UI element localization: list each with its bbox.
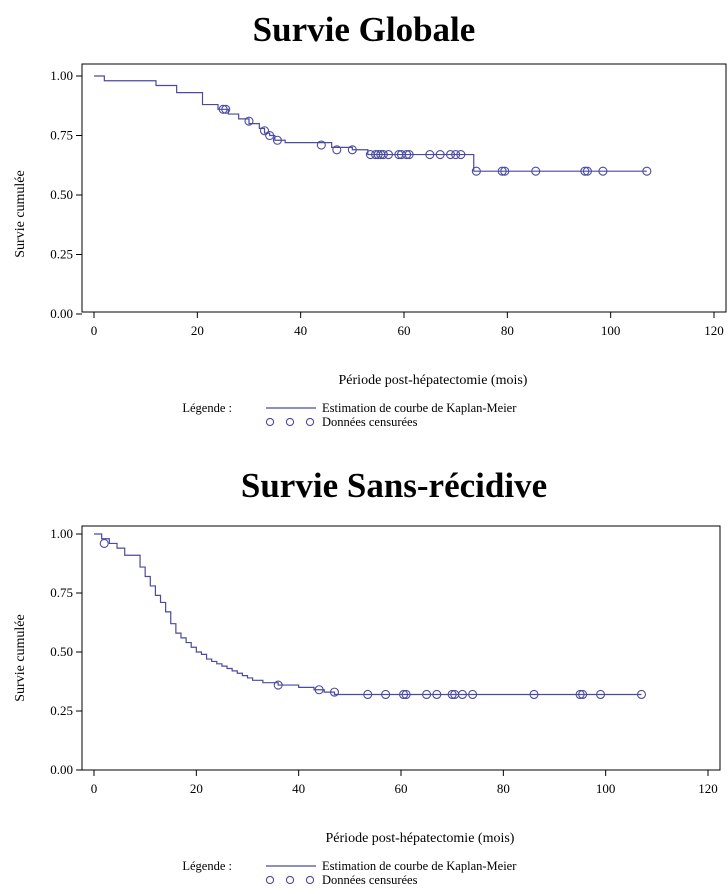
x-tick-label: 100	[596, 781, 616, 796]
censored-point	[404, 149, 414, 160]
censored-point	[471, 166, 481, 176]
x-tick-label: 60	[398, 323, 411, 338]
x-tick-label: 100	[601, 323, 621, 338]
chart-title-recurrence-free-survival: Survie Sans-récidive	[240, 466, 548, 505]
legend-entry-km: Estimation de courbe de Kaplan-Meier	[322, 859, 517, 873]
legend-censor-symbol	[305, 417, 315, 427]
legend-censor-symbol	[265, 417, 275, 427]
legend-entry-censored: Données censurées	[322, 415, 418, 429]
censored-point	[316, 140, 326, 150]
censored-point	[381, 689, 391, 700]
y-tick-label: 0.50	[50, 644, 73, 659]
censored-point	[402, 149, 412, 160]
censored-point	[642, 166, 652, 176]
censored-point	[422, 689, 432, 700]
legend-censor-symbol	[265, 875, 275, 885]
x-tick-label: 120	[704, 323, 724, 338]
censored-point	[580, 166, 590, 176]
censored-point	[457, 689, 467, 700]
y-tick-label: 0.00	[50, 306, 73, 321]
x-tick-label: 60	[395, 781, 408, 796]
censored-point	[456, 149, 466, 160]
censored-point	[363, 689, 373, 700]
chart-title-overall-survival: Survie Globale	[252, 10, 476, 49]
censored-point	[273, 680, 283, 690]
kaplan-meier-curve	[94, 533, 642, 696]
censored-point	[468, 689, 478, 700]
x-tick-label: 40	[294, 323, 307, 338]
censored-point	[347, 145, 357, 155]
censored-point	[435, 149, 445, 160]
censored-point	[272, 135, 282, 145]
x-tick-label: 0	[91, 781, 98, 796]
censored-point	[529, 689, 539, 700]
x-tick-label: 0	[91, 323, 98, 338]
censored-point	[399, 689, 409, 700]
legend-entry-km: Estimation de courbe de Kaplan-Meier	[322, 401, 517, 415]
censored-point	[401, 689, 411, 700]
censored-point	[218, 104, 228, 114]
y-axis-label: Survie cumulée	[13, 170, 28, 257]
x-tick-label: 40	[292, 781, 305, 796]
censored-point	[595, 689, 606, 700]
censored-point	[432, 689, 442, 700]
censored-point	[497, 166, 507, 176]
legend-censor-symbol	[305, 875, 315, 885]
x-axis-label: Période post-hépatectomie (mois)	[326, 831, 515, 846]
y-tick-label: 0.25	[50, 703, 73, 718]
kaplan-meier-curve	[94, 75, 647, 172]
x-tick-label: 20	[190, 781, 203, 796]
censored-point	[244, 116, 254, 126]
y-tick-label: 1.00	[50, 68, 73, 83]
censored-point	[329, 687, 340, 697]
y-tick-label: 0.25	[50, 247, 73, 262]
plot-frame	[81, 525, 721, 771]
y-tick-label: 0.50	[50, 187, 73, 202]
censored-point	[332, 145, 342, 155]
x-tick-label: 80	[497, 781, 510, 796]
censored-point	[259, 126, 270, 136]
y-tick-label: 0.75	[50, 585, 73, 600]
x-tick-label: 120	[698, 781, 718, 796]
censored-point	[314, 685, 324, 695]
censored-point	[378, 149, 388, 160]
legend-entry-censored: Données censurées	[322, 873, 418, 887]
censored-point	[383, 149, 394, 160]
y-axis-label: Survie cumulée	[13, 614, 28, 701]
censored-point	[575, 689, 585, 700]
legend-censor-symbol	[285, 875, 295, 885]
plot-frame	[81, 63, 727, 313]
censored-point	[500, 166, 510, 176]
censored-point	[265, 130, 275, 141]
censored-point	[445, 149, 456, 160]
censored-point	[582, 166, 592, 176]
overall-survival-chart: 0 20 40 60 80 100 120 0.00 0.25 0.50 0.75 1.00 Pério…	[13, 63, 727, 429]
censored-point	[447, 689, 457, 700]
x-axis-label: Période post-hépatectomie (mois)	[339, 373, 528, 388]
censored-point	[636, 689, 647, 700]
censored-point	[531, 166, 541, 176]
censored-point	[598, 166, 608, 176]
x-tick-label: 20	[191, 323, 204, 338]
censored-point	[425, 149, 435, 160]
x-tick-label: 80	[501, 323, 514, 338]
censored-point	[373, 149, 383, 160]
censored-point	[221, 104, 231, 114]
legend-title: Légende :	[182, 401, 232, 415]
y-tick-label: 0.00	[50, 762, 73, 777]
censored-point	[578, 689, 588, 700]
y-tick-label: 0.75	[50, 128, 73, 143]
recurrence-free-survival-chart: 0 20 40 60 80 100 120 0.00 0.25 0.50 0.75 1.00 Pério…	[13, 525, 721, 887]
legend-title: Légende :	[182, 859, 232, 873]
y-tick-label: 1.00	[50, 526, 73, 541]
legend-censor-symbol	[285, 417, 295, 427]
censored-point	[99, 538, 109, 548]
censored-point	[451, 149, 461, 160]
